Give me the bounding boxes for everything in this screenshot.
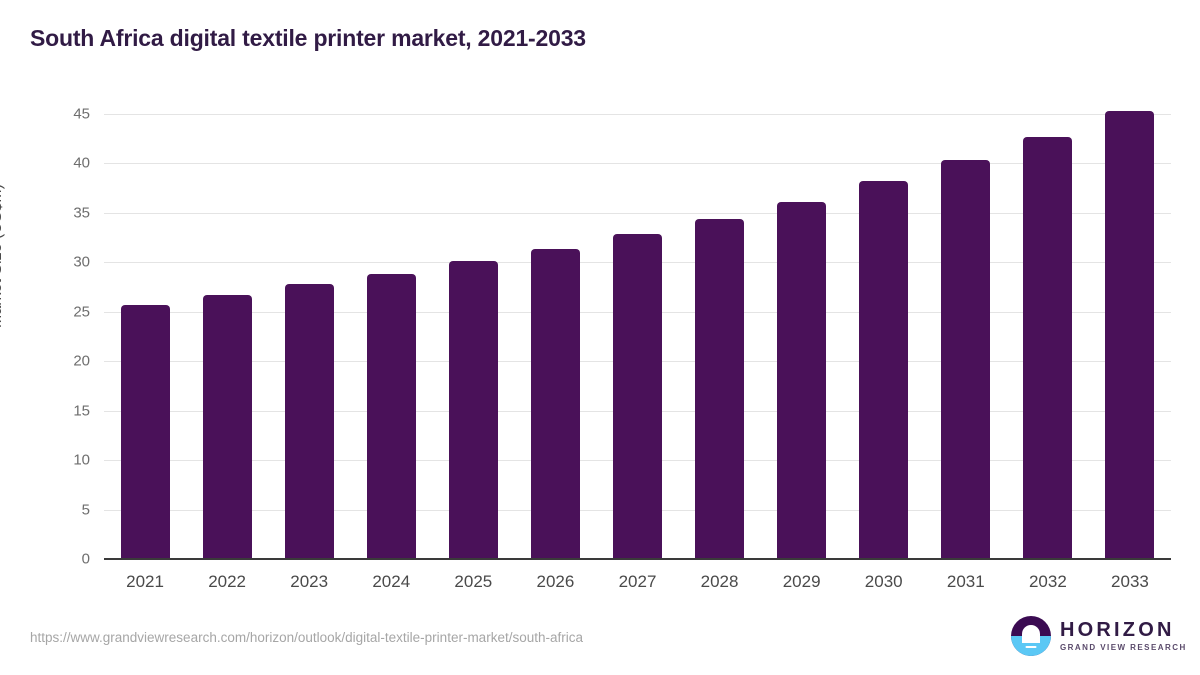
x-axis-line (104, 558, 1171, 560)
x-tick-label: 2032 (1028, 572, 1067, 591)
bar-2029[interactable] (777, 202, 827, 559)
x-tick-label: 2025 (454, 572, 493, 591)
bar-2028[interactable] (695, 218, 745, 559)
x-tick-label: 2026 (536, 572, 575, 591)
bar-2032[interactable] (1023, 136, 1073, 559)
y-tick-label: 25 (73, 303, 90, 321)
bar-2023[interactable] (284, 284, 334, 559)
gridline (104, 212, 1171, 214)
logo-tagline: GRAND VIEW RESEARCH (1060, 643, 1187, 652)
bar-2027[interactable] (613, 233, 662, 559)
y-tick-label: 0 (81, 550, 90, 568)
x-tick-label: 2021 (126, 572, 164, 591)
page-title: South Africa digital textile printer mar… (30, 25, 586, 51)
bar-2025[interactable] (448, 261, 498, 559)
x-tick-label: 2023 (290, 572, 329, 591)
bar-2030[interactable] (859, 181, 909, 559)
plot-area (104, 111, 1171, 559)
x-tick-label: 2027 (618, 572, 657, 591)
y-tick-label: 10 (73, 451, 90, 469)
horizon-logo[interactable]: HORIZON GRAND VIEW RESEARCH (1011, 616, 1187, 656)
logo-line-lower (1025, 645, 1037, 648)
y-tick-label: 35 (73, 204, 90, 222)
logo-dome-shape (1022, 625, 1040, 643)
bar-2026[interactable] (530, 248, 580, 559)
x-tick-label: 2033 (1111, 572, 1149, 591)
y-tick-label: 45 (73, 105, 90, 123)
bar-2031[interactable] (941, 160, 991, 559)
y-tick-label: 5 (81, 501, 90, 519)
bar-2022[interactable] (202, 294, 252, 559)
gridline (104, 163, 1171, 165)
logo-line-upper (1022, 640, 1040, 643)
source-url[interactable]: https://www.grandviewresearch.com/horizo… (30, 630, 583, 645)
x-tick-label: 2031 (946, 572, 985, 591)
y-tick-label: 40 (73, 154, 90, 172)
bar-2021[interactable] (120, 304, 170, 559)
gridline (104, 114, 1171, 115)
y-tick-label: 15 (73, 402, 90, 420)
logo-text-block: HORIZON GRAND VIEW RESEARCH (1060, 620, 1187, 652)
bar-2024[interactable] (366, 274, 416, 559)
horizon-logo-icon (1011, 616, 1051, 656)
x-tick-label: 2022 (208, 572, 247, 591)
bar-2033[interactable] (1105, 111, 1155, 559)
x-tick-label: 2028 (700, 572, 739, 591)
x-tick-label: 2029 (782, 572, 821, 591)
logo-wordmark: HORIZON (1060, 619, 1175, 641)
x-tick-label: 2030 (864, 572, 903, 591)
y-tick-label: 30 (73, 253, 90, 271)
y-tick-label: 20 (73, 352, 90, 370)
x-tick-label: 2024 (372, 572, 411, 591)
y-axis-title: Market Size (US$M) (0, 183, 5, 328)
